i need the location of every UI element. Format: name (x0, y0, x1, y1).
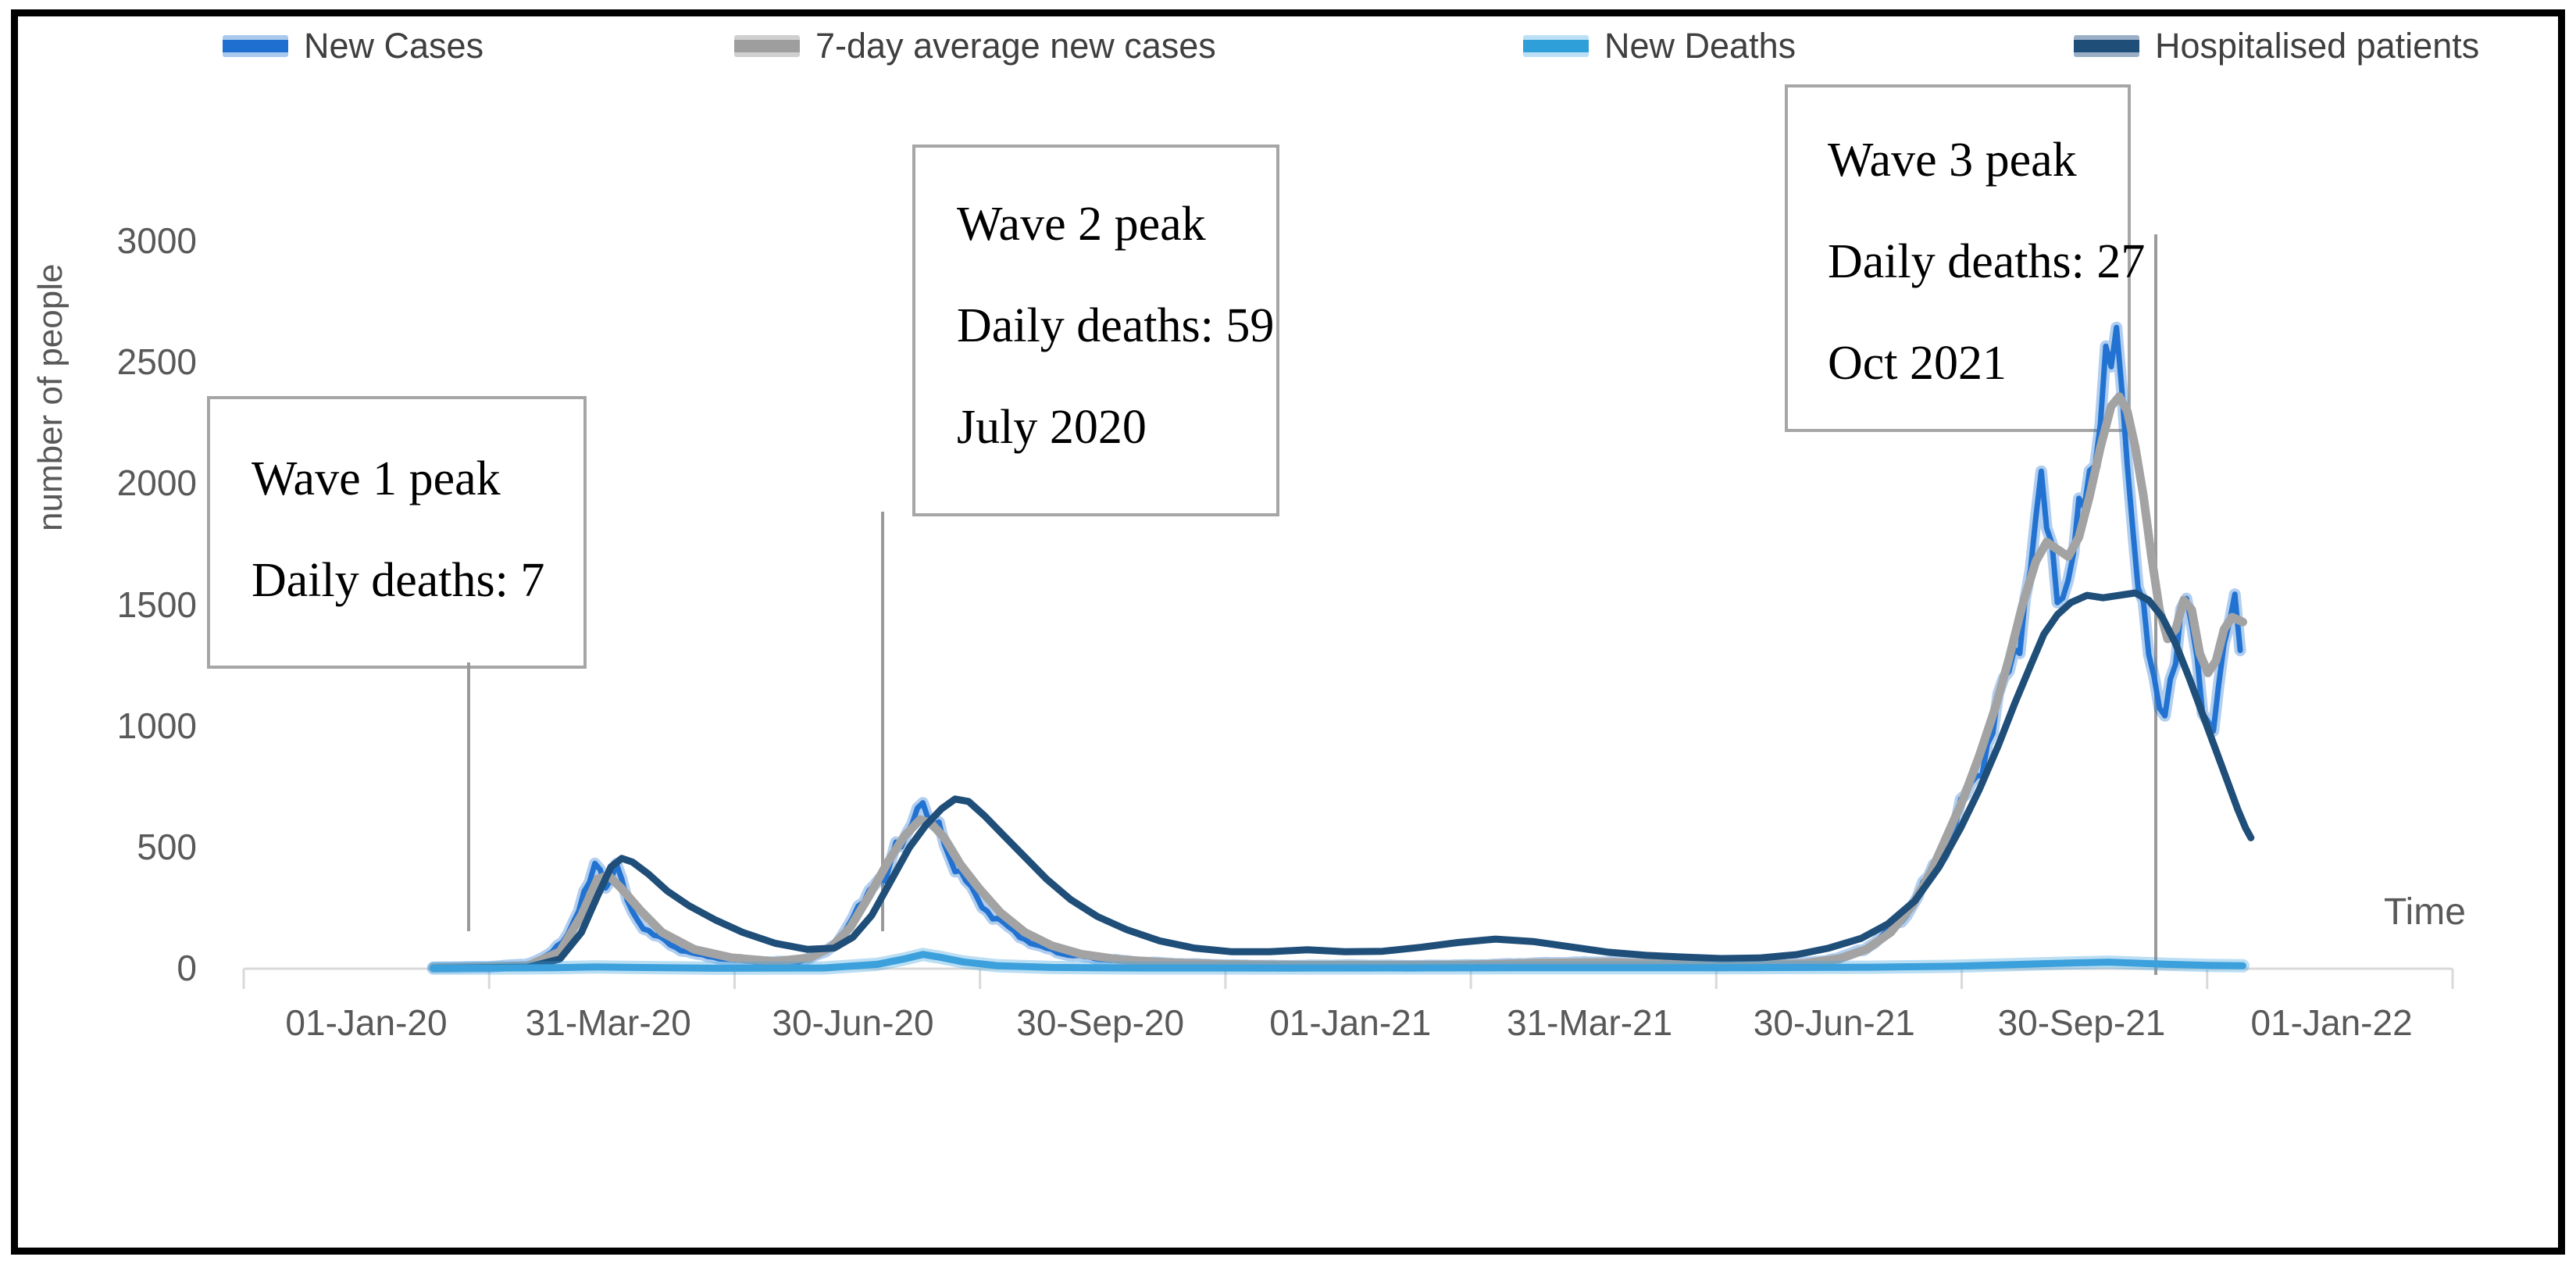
annotation-box-wave-1 (207, 396, 587, 669)
x-tick-label-30-Sep-20: 30-Sep-20 (1016, 1002, 1185, 1043)
y-tick-label-2500: 2500 (116, 341, 197, 383)
annotation-box-wave-3 (1785, 84, 2131, 432)
x-tick-label-31-Mar-21: 31-Mar-21 (1507, 1002, 1673, 1043)
x-axis-title: Time (2384, 891, 2466, 933)
y-tick-label-500: 500 (137, 826, 197, 867)
x-tick-label-30-Sep-21: 30-Sep-21 (1997, 1002, 2166, 1043)
y-tick-label-3000: 3000 (116, 220, 197, 261)
legend-label-hospitalised: Hospitalised patients (2155, 26, 2480, 66)
y-tick-label-2000: 2000 (116, 462, 197, 504)
legend-item-hospitalised: Hospitalised patients (2074, 26, 2480, 66)
x-tick-label-31-Mar-20: 31-Mar-20 (525, 1002, 691, 1043)
series-line-new-cases (430, 324, 2243, 970)
y-tick-label-1500: 1500 (116, 584, 197, 625)
legend-label-avg-cases: 7-day average new cases (815, 26, 1216, 66)
x-tick-label-01-Jan-20: 01-Jan-20 (285, 1002, 448, 1043)
legend-item-new-cases: New Cases (223, 26, 484, 66)
legend-swatch-hospitalised (2074, 35, 2139, 57)
series-line-hospitalised-patients (430, 589, 2255, 972)
series-halo-new-cases (427, 321, 2246, 973)
x-tick-label-30-Jun-21: 30-Jun-21 (1753, 1002, 1915, 1043)
legend-label-new-cases: New Cases (304, 26, 484, 66)
legend-swatch-new-deaths (1523, 35, 1589, 57)
legend-label-new-deaths: New Deaths (1604, 26, 1796, 66)
series-line-new-deaths (430, 951, 2246, 972)
x-tick-label-01-Jan-22: 01-Jan-22 (2250, 1002, 2413, 1043)
series-line-7-day-average-new-cases (429, 392, 2247, 973)
legend-item-avg-cases: 7-day average new cases (734, 26, 1216, 66)
x-tick-label-01-Jan-21: 01-Jan-21 (1269, 1002, 1432, 1043)
y-tick-label-1000: 1000 (116, 705, 197, 746)
legend-item-new-deaths: New Deaths (1523, 26, 1796, 66)
y-tick-label-0: 0 (177, 948, 197, 988)
x-tick-label-30-Jun-20: 30-Jun-20 (772, 1002, 934, 1043)
annotation-box-wave-2 (912, 145, 1279, 516)
legend-swatch-new-cases (223, 35, 288, 57)
legend-swatch-avg-cases (734, 35, 800, 57)
